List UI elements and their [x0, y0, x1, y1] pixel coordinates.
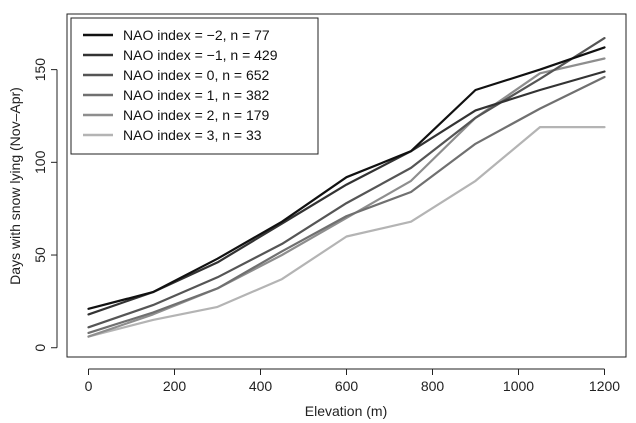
legend-label: NAO index = 1, n = 382	[123, 87, 270, 103]
legend-label: NAO index = 3, n = 33	[123, 127, 262, 143]
series-line-0	[87, 46, 606, 310]
series-line-3	[87, 75, 606, 334]
y-tick-label: 50	[32, 247, 48, 263]
x-tick-label: 0	[85, 378, 93, 394]
x-tick-label: 1200	[589, 378, 620, 394]
series-layer	[87, 36, 606, 338]
series-line-4	[87, 57, 606, 338]
x-axis-label: Elevation (m)	[305, 403, 387, 419]
legend: NAO index = −2, n = 77 NAO index = −1, n …	[70, 17, 319, 155]
series-line-2	[87, 36, 606, 329]
y-axis: 0 50 100 150	[32, 58, 58, 352]
x-tick-label: 200	[163, 378, 187, 394]
x-tick-label: 800	[421, 378, 445, 394]
x-tick-label: 400	[249, 378, 273, 394]
legend-label: NAO index = −1, n = 429	[123, 47, 278, 63]
y-tick-label: 100	[32, 150, 48, 174]
legend-label: NAO index = −2, n = 77	[123, 27, 270, 43]
x-tick-label: 600	[335, 378, 359, 394]
legend-label: NAO index = 2, n = 179	[123, 107, 270, 123]
y-tick-label: 150	[32, 58, 48, 82]
series-line-5	[87, 125, 606, 338]
y-tick-label: 0	[32, 344, 48, 352]
y-axis-label: Days with snow lying (Nov–Apr)	[7, 87, 23, 285]
legend-box	[70, 17, 319, 155]
legend-label: NAO index = 0, n = 652	[123, 67, 270, 83]
x-tick-label: 1000	[503, 378, 534, 394]
plot-area-border	[66, 13, 627, 358]
x-axis: 0 200 400 600 800 1000 1200	[85, 368, 620, 394]
